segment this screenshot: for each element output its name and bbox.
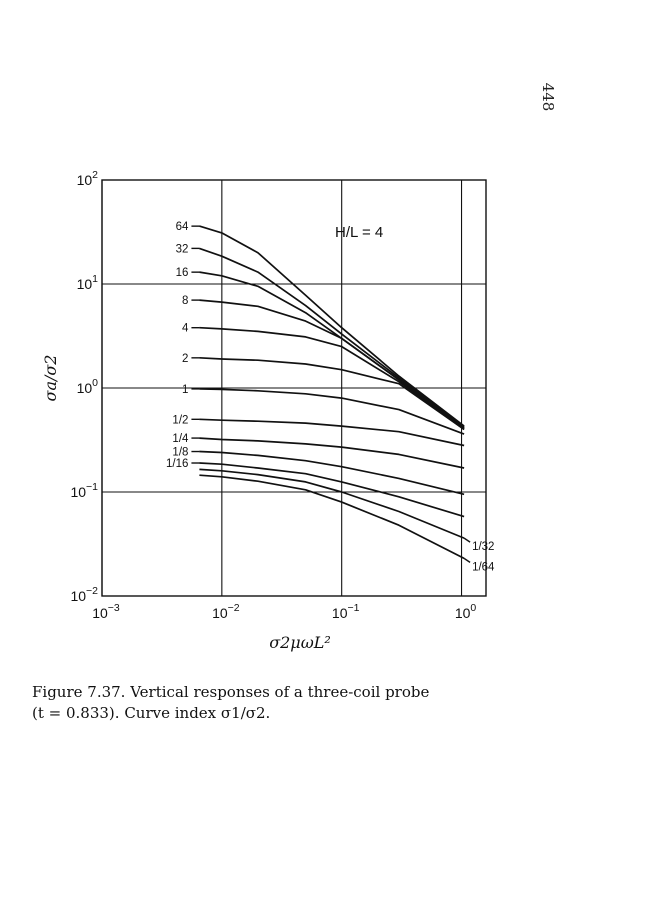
series-line (199, 450, 465, 496)
series-line (199, 247, 465, 428)
curve-labels: 64 32 16 8 4 2 1 1/2 1/4 1/81/16 1/32 1/64 (166, 221, 495, 573)
curve-label: 1/32 (472, 541, 494, 553)
series-lines (199, 225, 465, 560)
y-tick-label: 100 (77, 377, 99, 396)
curve-label: 1/4 (172, 433, 189, 445)
curve-label-leader (463, 537, 471, 543)
y-tick-label: 101 (77, 273, 99, 292)
curve-label: 1 (182, 384, 188, 396)
x-tick-label: 10−2 (212, 602, 240, 621)
curve-label: 64 (176, 221, 189, 233)
curve-label: 8 (182, 295, 188, 307)
plot-frame (101, 179, 487, 597)
y-tick-label: 10−1 (70, 481, 98, 500)
series-line (199, 299, 465, 429)
figure-caption: Figure 7.37. Vertical responses of a thr… (32, 682, 502, 724)
x-tick-label: 10−1 (332, 602, 360, 621)
curve-label-leader (463, 557, 471, 563)
series-line (199, 418, 465, 447)
series-line (199, 225, 465, 427)
curve-label: 32 (176, 243, 189, 255)
series-line (199, 474, 465, 560)
curve-label: 4 (182, 323, 189, 335)
y-tick-label: 102 (77, 169, 99, 188)
x-tick-label: 100 (455, 602, 477, 621)
x-axis-label: σ2μωL² (269, 633, 331, 652)
series-line (199, 468, 465, 539)
series-line (199, 356, 465, 431)
plot-annotation: H/L = 4 (335, 224, 383, 241)
y-tick-label: 10−2 (70, 585, 98, 604)
curve-label: 1/8 (172, 447, 188, 459)
series-line (199, 271, 465, 429)
series-line (199, 437, 465, 469)
curve-label: 16 (176, 267, 189, 279)
curve-label: 1/2 (172, 414, 188, 426)
series-line (199, 462, 465, 518)
series-line (199, 326, 465, 431)
series-line (199, 388, 465, 435)
x-tick-label: 10−3 (92, 602, 120, 621)
curve-label: 1/64 (472, 561, 495, 573)
curve-label: 2 (182, 353, 188, 365)
curve-label: 1/16 (166, 458, 188, 470)
caption-line-2: (t = 0.833). Curve index σ1/σ2. (32, 704, 271, 722)
caption-line-1: Figure 7.37. Vertical responses of a thr… (32, 683, 430, 701)
y-axis-label: σa/σ2 (41, 355, 60, 402)
grid (101, 179, 486, 597)
